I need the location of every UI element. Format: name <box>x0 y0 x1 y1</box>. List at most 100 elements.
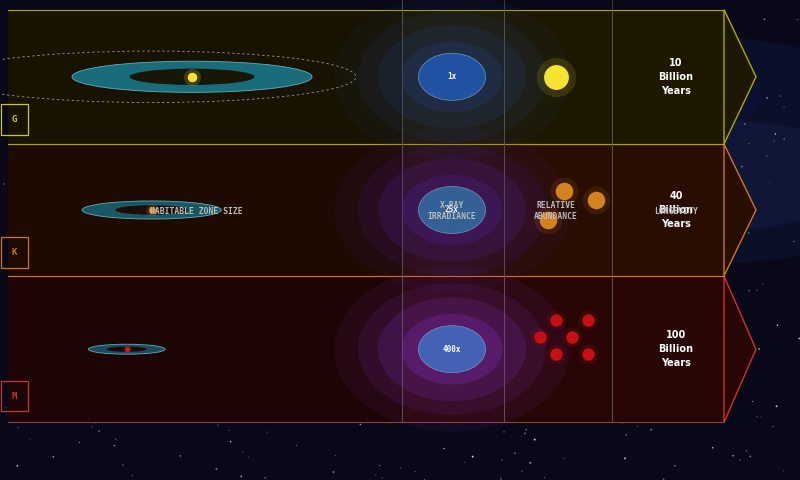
Point <box>379 134 392 142</box>
Ellipse shape <box>358 283 546 415</box>
Point <box>317 355 330 362</box>
Point <box>438 444 450 452</box>
Point <box>361 228 374 235</box>
Point <box>348 316 361 324</box>
Point <box>137 222 150 229</box>
Point <box>309 67 322 74</box>
Point <box>734 324 746 331</box>
Point <box>370 359 383 367</box>
Point <box>394 464 407 472</box>
Point <box>518 430 531 437</box>
Point <box>82 245 95 253</box>
Point <box>746 397 759 405</box>
Point <box>91 266 104 274</box>
Point <box>554 245 566 252</box>
Point <box>761 152 774 160</box>
Point <box>409 468 422 475</box>
Point <box>145 376 158 384</box>
Point <box>534 333 546 341</box>
Point <box>224 438 237 445</box>
Point <box>66 173 78 181</box>
Bar <box>8 276 402 422</box>
Point <box>222 427 235 434</box>
Point <box>372 178 385 185</box>
Point <box>550 73 562 81</box>
Point <box>601 116 614 124</box>
Point <box>550 261 563 269</box>
Point <box>256 335 269 342</box>
Point <box>106 154 118 161</box>
Point <box>617 128 630 136</box>
Point <box>373 462 386 469</box>
Point <box>706 444 719 452</box>
Point <box>47 453 60 460</box>
Point <box>255 46 268 53</box>
Point <box>174 452 187 460</box>
Point <box>175 393 188 401</box>
Point <box>623 389 636 397</box>
Ellipse shape <box>378 25 526 129</box>
Point <box>398 248 411 255</box>
Point <box>730 35 743 43</box>
Point <box>126 472 139 480</box>
Point <box>345 151 358 159</box>
Point <box>10 179 23 186</box>
Point <box>326 253 339 261</box>
Point <box>218 67 231 74</box>
Point <box>30 288 42 296</box>
Point <box>39 196 52 204</box>
Point <box>657 475 670 480</box>
Point <box>38 56 50 64</box>
Point <box>23 435 36 443</box>
Point <box>618 364 631 372</box>
Point <box>742 287 755 294</box>
Point <box>115 31 128 39</box>
Point <box>499 79 512 87</box>
Point <box>437 155 450 162</box>
Point <box>290 168 302 176</box>
Point <box>474 228 486 236</box>
Point <box>506 393 518 401</box>
Point <box>750 413 763 420</box>
Point <box>787 238 800 245</box>
Point <box>530 93 543 101</box>
Point <box>495 456 508 464</box>
Point <box>64 203 77 210</box>
Point <box>258 95 270 103</box>
Point <box>673 67 686 75</box>
Point <box>502 165 514 172</box>
Point <box>622 74 635 82</box>
Text: 25x: 25x <box>445 205 459 215</box>
Point <box>554 111 566 119</box>
Point <box>512 116 525 123</box>
Point <box>138 35 151 43</box>
Point <box>674 147 687 155</box>
Point <box>64 172 77 180</box>
Point <box>183 258 196 266</box>
Point <box>150 301 162 309</box>
Point <box>473 120 486 128</box>
Point <box>108 442 121 449</box>
Point <box>66 43 78 51</box>
Point <box>175 396 188 404</box>
Point <box>566 98 578 106</box>
Point <box>246 374 259 382</box>
Point <box>378 191 391 198</box>
Point <box>130 380 143 388</box>
Point <box>575 193 588 201</box>
Point <box>383 121 396 129</box>
Point <box>464 91 477 99</box>
Point <box>146 206 158 214</box>
Point <box>101 36 114 44</box>
Point <box>300 184 313 192</box>
Point <box>756 280 769 288</box>
Point <box>707 412 720 420</box>
Point <box>550 350 562 358</box>
Point <box>135 338 148 346</box>
Ellipse shape <box>418 53 486 100</box>
Point <box>11 462 24 469</box>
Point <box>466 69 479 76</box>
Point <box>0 180 10 188</box>
Point <box>524 459 537 467</box>
Point <box>259 474 272 480</box>
